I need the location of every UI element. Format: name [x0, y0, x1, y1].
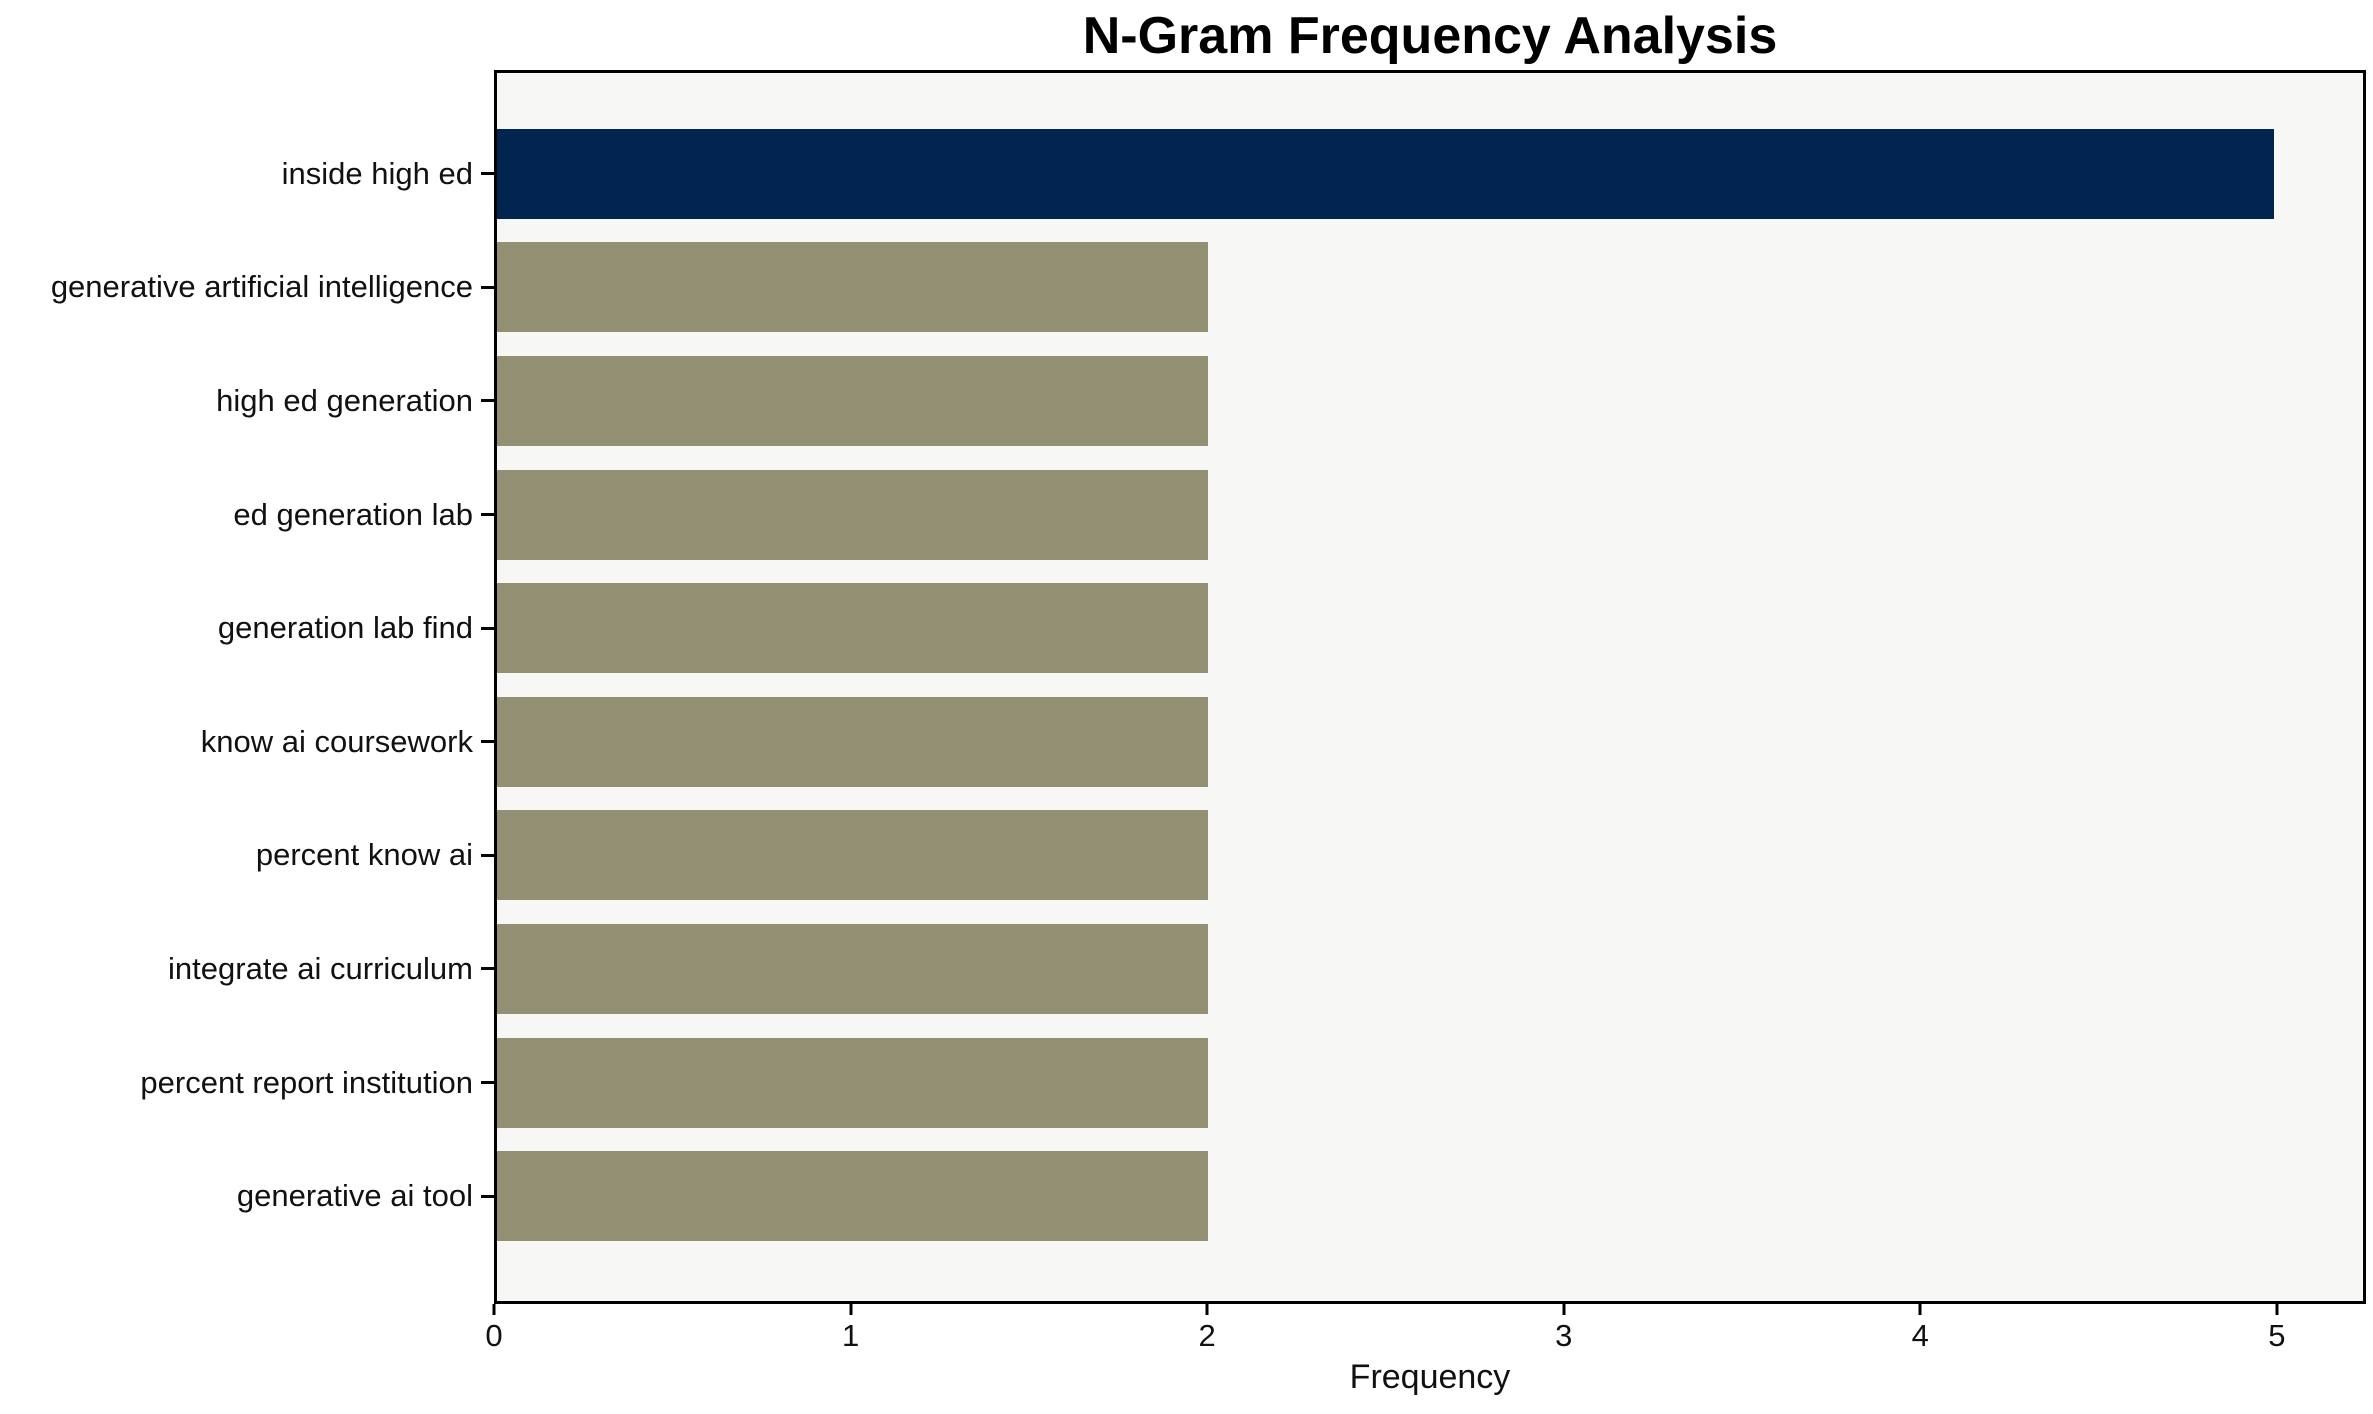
bar — [497, 1151, 1208, 1242]
bar-row — [497, 344, 2363, 458]
x-tick-mark — [1918, 1304, 1922, 1315]
chart-title: N-Gram Frequency Analysis — [1082, 7, 1778, 65]
bar — [497, 923, 1208, 1014]
bar-row — [497, 1139, 2363, 1253]
x-tick-mark — [2275, 1304, 2279, 1315]
y-tick-mark — [481, 853, 494, 857]
bar — [497, 242, 1208, 333]
bar — [497, 128, 2275, 219]
y-tick-mark — [481, 513, 494, 517]
y-tick-mark — [481, 1194, 494, 1198]
y-label-row: percent report institution — [0, 1026, 494, 1140]
x-tick-mark — [492, 1304, 496, 1315]
bar-row — [497, 685, 2363, 799]
category-label: high ed generation — [216, 382, 473, 418]
category-label: percent know ai — [255, 837, 473, 873]
bar-row — [497, 799, 2363, 913]
y-tick-mark — [481, 285, 494, 289]
x-tick-label: 1 — [841, 1318, 860, 1353]
category-label: know ai coursework — [200, 723, 473, 759]
x-tick-label: 4 — [1911, 1318, 1929, 1353]
category-label: percent report institution — [140, 1064, 473, 1100]
y-label-row: know ai coursework — [0, 685, 494, 799]
x-tick-label: 5 — [2268, 1318, 2286, 1353]
x-tick-label: 0 — [485, 1318, 503, 1353]
y-label-row: ed generation lab — [0, 458, 494, 572]
x-axis-title: Frequency — [1349, 1358, 1511, 1396]
bar — [497, 583, 1208, 674]
category-label: generative ai tool — [236, 1178, 473, 1214]
bar-row — [497, 458, 2363, 572]
y-axis-labels: inside high ed generative artificial inte… — [0, 73, 494, 1301]
y-tick-mark — [481, 1081, 494, 1085]
x-tick-label: 3 — [1555, 1318, 1573, 1353]
y-label-row: generative ai tool — [0, 1139, 494, 1253]
y-tick-mark — [481, 399, 494, 403]
bar-row — [497, 231, 2363, 345]
bar — [497, 696, 1208, 787]
x-axis: 0 1 2 3 4 5 — [485, 1304, 2366, 1374]
y-label-row: generative artificial intelligence — [0, 231, 494, 345]
plot-area — [494, 70, 2366, 1304]
bar — [497, 810, 1208, 901]
x-tick-mark — [1562, 1304, 1566, 1315]
y-label-row: generation lab find — [0, 571, 494, 685]
y-label-row: high ed generation — [0, 344, 494, 458]
bar-row — [497, 1026, 2363, 1140]
x-tick-mark — [849, 1304, 853, 1315]
y-label-row: percent know ai — [0, 799, 494, 913]
bar — [497, 469, 1208, 560]
y-tick-mark — [481, 740, 494, 744]
category-label: inside high ed — [281, 155, 473, 191]
y-label-row: inside high ed — [0, 117, 494, 231]
bar-row — [497, 117, 2363, 231]
bar-row — [497, 912, 2363, 1026]
bars-container — [497, 73, 2363, 1301]
category-label: generation lab find — [217, 610, 473, 646]
y-tick-mark — [481, 172, 494, 176]
y-label-row: integrate ai curriculum — [0, 912, 494, 1026]
bar-row — [497, 571, 2363, 685]
y-tick-mark — [481, 626, 494, 630]
category-label: generative artificial intelligence — [50, 269, 473, 305]
bar — [497, 355, 1208, 446]
category-label: integrate ai curriculum — [168, 950, 473, 986]
category-label: ed generation lab — [233, 496, 473, 532]
x-tick-mark — [1205, 1304, 1209, 1315]
y-tick-mark — [481, 967, 494, 971]
x-tick-label: 2 — [1198, 1318, 1216, 1353]
bar — [497, 1037, 1208, 1128]
